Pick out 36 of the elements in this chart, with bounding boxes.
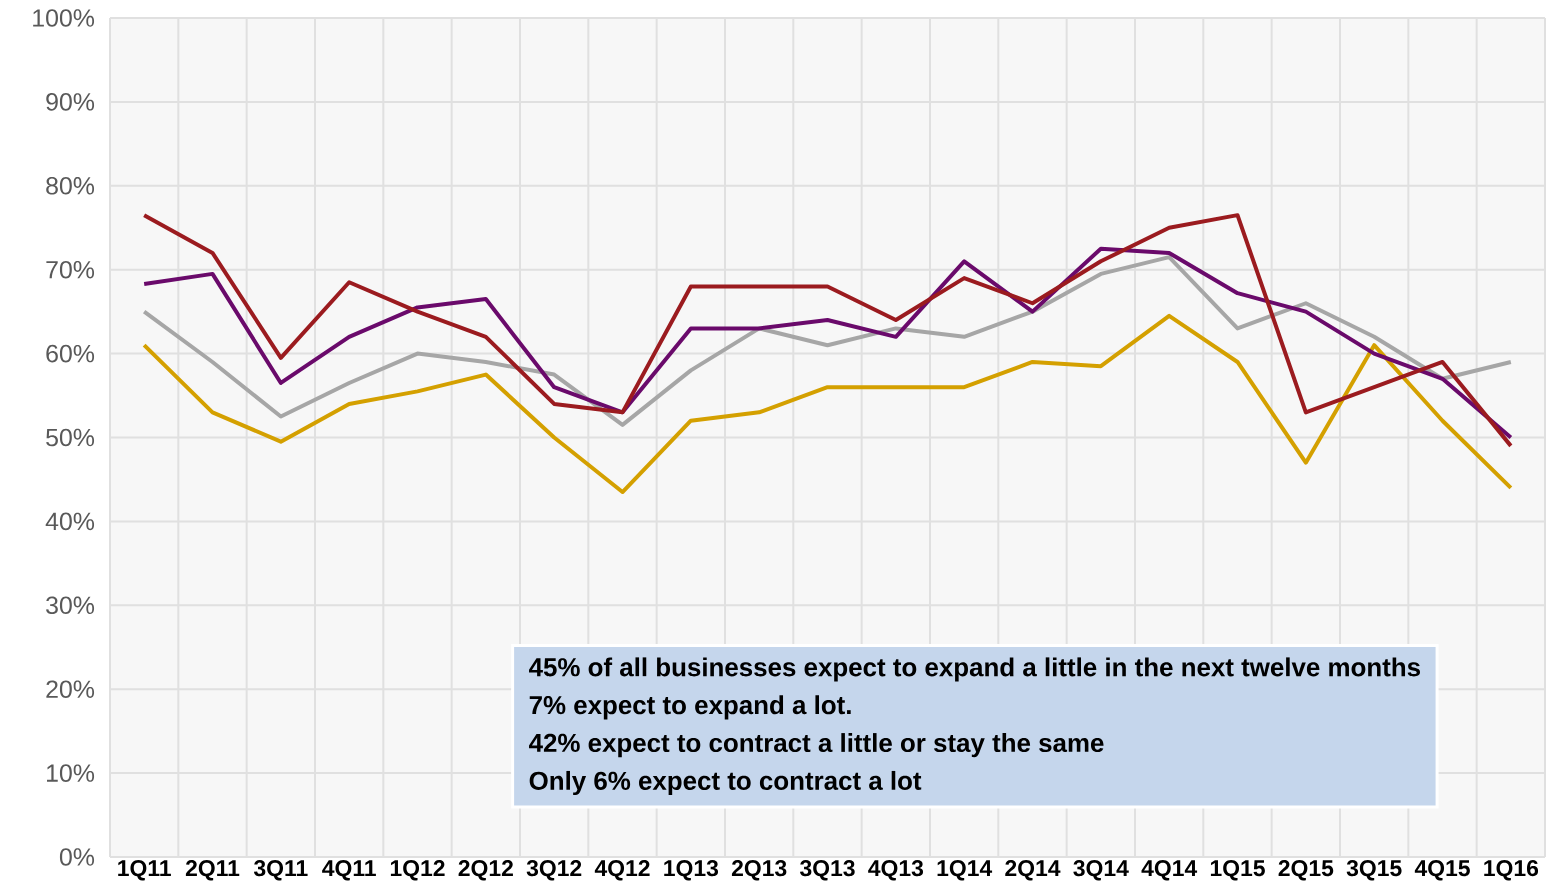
- y-tick-label: 10%: [47, 764, 95, 782]
- x-tick-label: 1Q16: [1484, 860, 1539, 881]
- x-tick-label: 2Q11: [185, 860, 240, 881]
- x-tick-label: 3Q14: [1073, 860, 1129, 881]
- y-tick-label: 60%: [46, 344, 95, 363]
- y-tick-label: 0%: [59, 848, 95, 866]
- x-tick-label: 3Q13: [800, 860, 855, 881]
- y-tick-label: 40%: [45, 512, 95, 531]
- x-tick-label: 1Q12: [390, 860, 445, 881]
- x-tick-label: 1Q14: [937, 860, 993, 881]
- y-tick-label: 70%: [46, 260, 95, 279]
- y-tick-label: 90%: [46, 93, 95, 111]
- x-tick-label: 2Q12: [458, 860, 513, 881]
- x-tick-label: 4Q11: [322, 860, 376, 881]
- annotation: 7% expect to expand a lot.: [529, 695, 851, 720]
- x-tick-label: 3Q12: [526, 860, 582, 881]
- y-tick-label: 50%: [46, 428, 95, 447]
- x-tick-label: 4Q12: [594, 860, 650, 881]
- x-tick-label: 3Q15: [1346, 860, 1402, 881]
- x-tick-label: 4Q13: [868, 860, 924, 881]
- x-tick-label: 1Q15: [1210, 860, 1265, 881]
- x-tick-label: 4Q15: [1414, 860, 1470, 881]
- x-tick-label: 2Q14: [1005, 860, 1061, 881]
- x-tick-label: 2Q15: [1278, 860, 1334, 881]
- x-tick-label: 3Q11: [253, 860, 308, 881]
- y-tick-label: 100%: [33, 9, 95, 27]
- x-tick-label: 2Q13: [731, 860, 787, 881]
- annotation: 42% expect to contract a little or stay the same: [529, 733, 1104, 758]
- x-tick-label: 4Q14: [1141, 860, 1198, 881]
- x-tick-label: 1Q11: [118, 860, 171, 881]
- x-tick-label: 1Q13: [664, 860, 719, 881]
- y-tick-label: 30%: [46, 596, 95, 615]
- y-tick-label: 80%: [46, 176, 95, 195]
- annotation: Only 6% expect to contract a lot: [529, 770, 922, 796]
- y-tick-label: 20%: [46, 680, 95, 699]
- annotation: 45% of all businesses expect to expand a little in the next twelve months: [529, 657, 1420, 682]
